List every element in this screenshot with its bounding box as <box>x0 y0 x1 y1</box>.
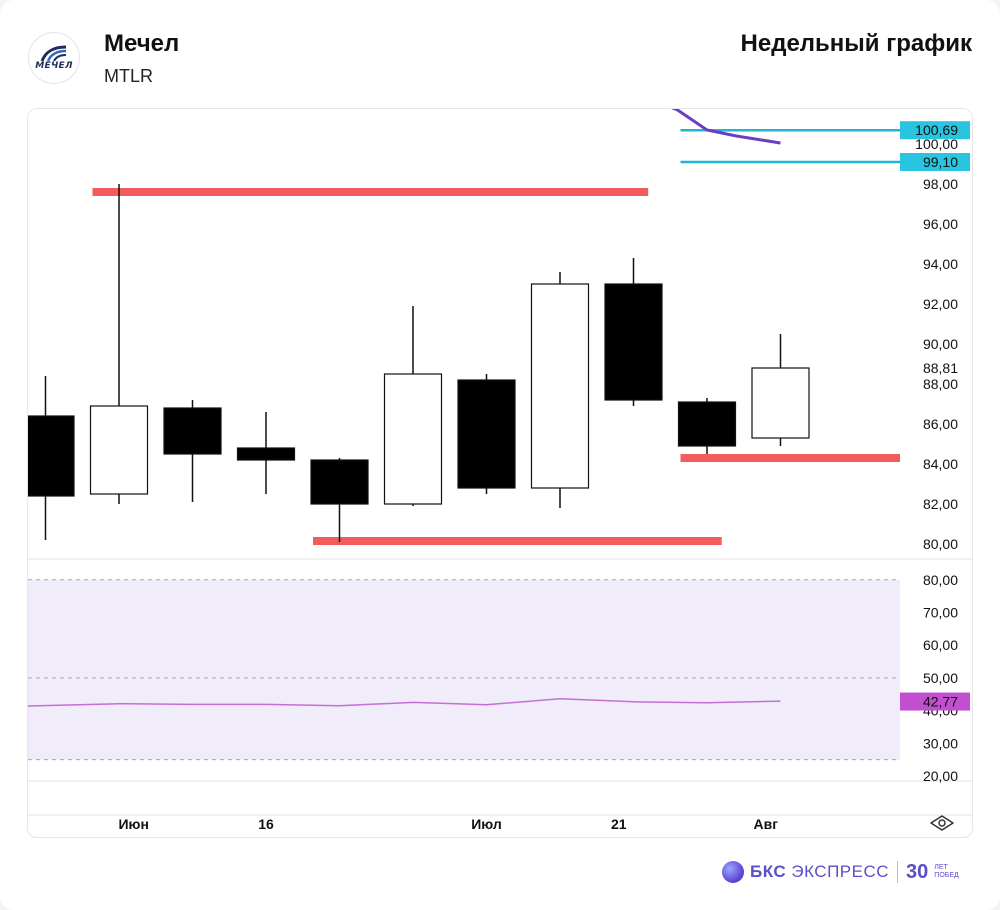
mechel-swoosh-icon <box>40 45 67 62</box>
eye-pupil <box>938 819 946 827</box>
ticker: MTLR <box>104 66 153 86</box>
rsi-y-tick-3: 50,00 <box>923 670 958 686</box>
brand-footer: БКС ЭКСПРЕСС 30 ЛЕТ ПОБЕД <box>722 858 959 886</box>
bks-logo-icon <box>722 861 744 883</box>
rsi-y-tick-5: 70,00 <box>923 605 958 621</box>
candle-body-0 <box>28 415 75 497</box>
y-tick-8: 96,00 <box>923 216 958 232</box>
y-tick-0: 80,00 <box>923 536 958 552</box>
price-tag-bg-1 <box>900 153 970 171</box>
candle-body-3 <box>236 447 296 461</box>
candle-body-7 <box>530 283 590 489</box>
price-chart[interactable]: 80,00 82,00 84,00 86,00 88,00 90,00 92,00 94,00… <box>28 109 973 838</box>
period-title: Недельный график <box>740 30 972 57</box>
main-panel-bg <box>28 109 972 559</box>
rsi-band <box>28 579 900 760</box>
candle-body-9 <box>677 401 737 447</box>
y-tick-3: 86,00 <box>923 416 958 432</box>
x-tick-0: Июн <box>118 816 148 832</box>
brand-30: 30 <box>906 860 929 883</box>
price-tag-bg-0 <box>900 121 970 140</box>
candle-body-10 <box>751 367 810 439</box>
y-tick-1: 82,00 <box>923 496 958 512</box>
company-name: Мечел <box>104 30 180 57</box>
company-logo: МЕЧЕЛ <box>28 32 80 84</box>
settings-eye-icon[interactable] <box>930 815 954 831</box>
price-tag-2: 88,81 <box>923 360 958 376</box>
x-tick-2: Июл <box>471 816 502 832</box>
y-tick-2: 84,00 <box>923 456 958 472</box>
y-tick-10: 100,00 <box>915 136 958 152</box>
brand-sub: ЛЕТ ПОБЕД <box>934 864 959 879</box>
price-tag-0: 100,69 <box>915 122 958 138</box>
candle-body-1 <box>89 405 149 495</box>
rsi-y-tick-1: 30,00 <box>923 735 958 751</box>
brand-divider <box>897 861 899 883</box>
y-tick-9: 98,00 <box>923 176 958 192</box>
eye-outline <box>930 815 954 831</box>
price-tag-bg-2 <box>902 359 968 376</box>
rsi-y-tick-0: 20,00 <box>923 768 958 784</box>
rsi-y-tick-6: 80,00 <box>923 572 958 588</box>
y-tick-4: 88,00 <box>923 376 958 392</box>
price-tag-1: 99,10 <box>923 154 958 170</box>
moving-average-line <box>671 109 781 145</box>
x-tick-3: 21 <box>611 816 627 832</box>
rsi-value-tag-bg <box>900 692 970 711</box>
y-tick-5: 90,00 <box>923 336 958 352</box>
candle-body-6 <box>457 379 516 489</box>
main-plot-group <box>28 109 900 545</box>
brand-name: БКС ЭКСПРЕСС <box>750 862 890 881</box>
candle-body-8 <box>604 283 663 401</box>
x-tick-4: Авг <box>754 816 779 832</box>
chart-frame[interactable]: 80,00 82,00 84,00 86,00 88,00 90,00 92,00 94,00… <box>27 108 973 838</box>
candle-body-5 <box>383 373 443 505</box>
rsi-value-tag: 42,77 <box>923 694 958 710</box>
candle-body-4 <box>310 459 369 505</box>
y-tick-7: 94,00 <box>923 256 958 272</box>
rsi-y-tick-4: 60,00 <box>923 637 958 653</box>
candle-body-2 <box>163 407 222 455</box>
x-tick-1: 16 <box>258 816 274 832</box>
rsi-line <box>28 698 781 707</box>
logo-text: МЕЧЕЛ <box>35 61 73 71</box>
y-tick-6: 92,00 <box>923 296 958 312</box>
